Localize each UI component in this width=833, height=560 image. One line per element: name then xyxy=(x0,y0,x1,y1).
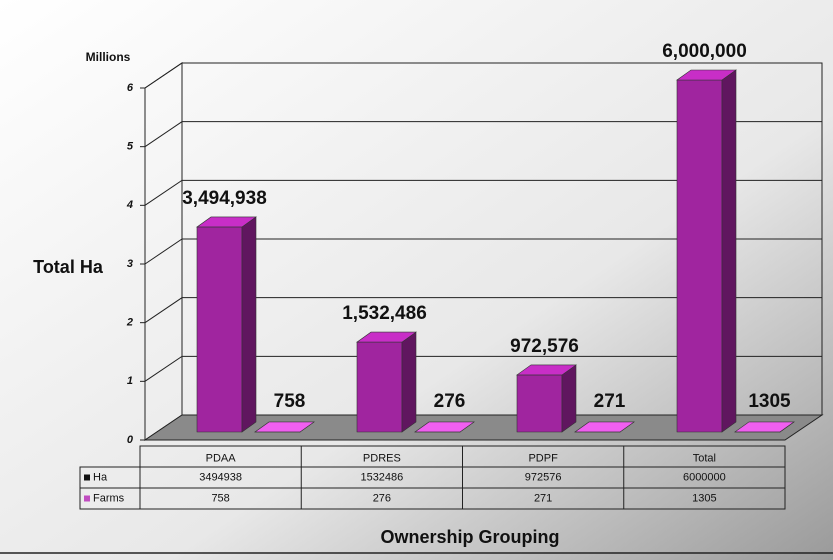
value-label: 1,532,486 xyxy=(342,303,427,324)
bar-face xyxy=(356,331,417,343)
x-axis-title: Ownership Grouping xyxy=(381,527,560,547)
y-unit-label: Millions xyxy=(86,50,131,64)
x-tick-label: PDRES xyxy=(363,452,401,464)
bar-face xyxy=(241,216,257,433)
value-label: 276 xyxy=(434,391,466,412)
grid-line xyxy=(144,121,822,148)
bar xyxy=(414,421,475,433)
bar-face xyxy=(414,421,475,433)
value-label: 1305 xyxy=(748,391,791,412)
table-cell: 1305 xyxy=(692,492,716,504)
y-tick-label: 6 xyxy=(127,82,134,94)
y-axis-title: Total Ha xyxy=(33,257,104,277)
bar-face xyxy=(676,79,723,433)
value-label: 3,494,938 xyxy=(182,188,267,209)
x-tick-label: PDAA xyxy=(206,452,237,464)
table-cell: 276 xyxy=(373,492,391,504)
bar xyxy=(196,216,257,433)
bar-face xyxy=(254,421,315,433)
bar-face xyxy=(356,341,403,433)
value-label: 6,000,000 xyxy=(662,41,747,62)
value-label: 758 xyxy=(274,391,306,412)
legend-label: Farms xyxy=(93,492,125,504)
grid-line xyxy=(144,238,822,265)
grid-line xyxy=(144,297,822,324)
grid-line xyxy=(144,62,822,89)
bar-face xyxy=(516,364,577,376)
table-cell: 271 xyxy=(534,492,552,504)
bar xyxy=(516,364,577,433)
table-cell: 972576 xyxy=(525,471,562,483)
y-tick-label: 2 xyxy=(126,317,133,329)
y-tick-label: 5 xyxy=(127,141,134,153)
grid-line xyxy=(144,179,822,206)
y-tick-label: 1 xyxy=(127,375,133,387)
bar-face xyxy=(734,421,795,433)
table-cell: 6000000 xyxy=(683,471,726,483)
legend-label: Ha xyxy=(93,471,108,483)
floor xyxy=(143,414,824,441)
bar-face xyxy=(561,364,577,433)
value-label: 972,576 xyxy=(510,336,579,357)
bar-face xyxy=(401,331,417,433)
x-tick-label: Total xyxy=(693,452,716,464)
bar-face xyxy=(676,69,737,81)
table-cell: 3494938 xyxy=(199,471,242,483)
grid-line xyxy=(144,355,822,382)
bar xyxy=(734,421,795,433)
bar-face xyxy=(721,69,737,433)
y-tick-label: 4 xyxy=(126,199,133,211)
bar-face xyxy=(196,226,243,433)
bar-face xyxy=(574,421,635,433)
x-tick-label: PDPF xyxy=(528,452,558,464)
bar xyxy=(254,421,315,433)
legend-swatch xyxy=(84,495,90,502)
bar xyxy=(574,421,635,433)
y-tick-label: 0 xyxy=(127,434,134,446)
bar-face xyxy=(516,374,563,433)
table-cell: 758 xyxy=(211,492,229,504)
y-tick-label: 3 xyxy=(127,258,133,270)
legend-swatch xyxy=(84,474,90,481)
table-cell: 1532486 xyxy=(360,471,403,483)
bar xyxy=(356,331,417,433)
bar-face xyxy=(196,216,257,228)
value-label: 271 xyxy=(594,391,626,412)
bar xyxy=(676,69,737,433)
